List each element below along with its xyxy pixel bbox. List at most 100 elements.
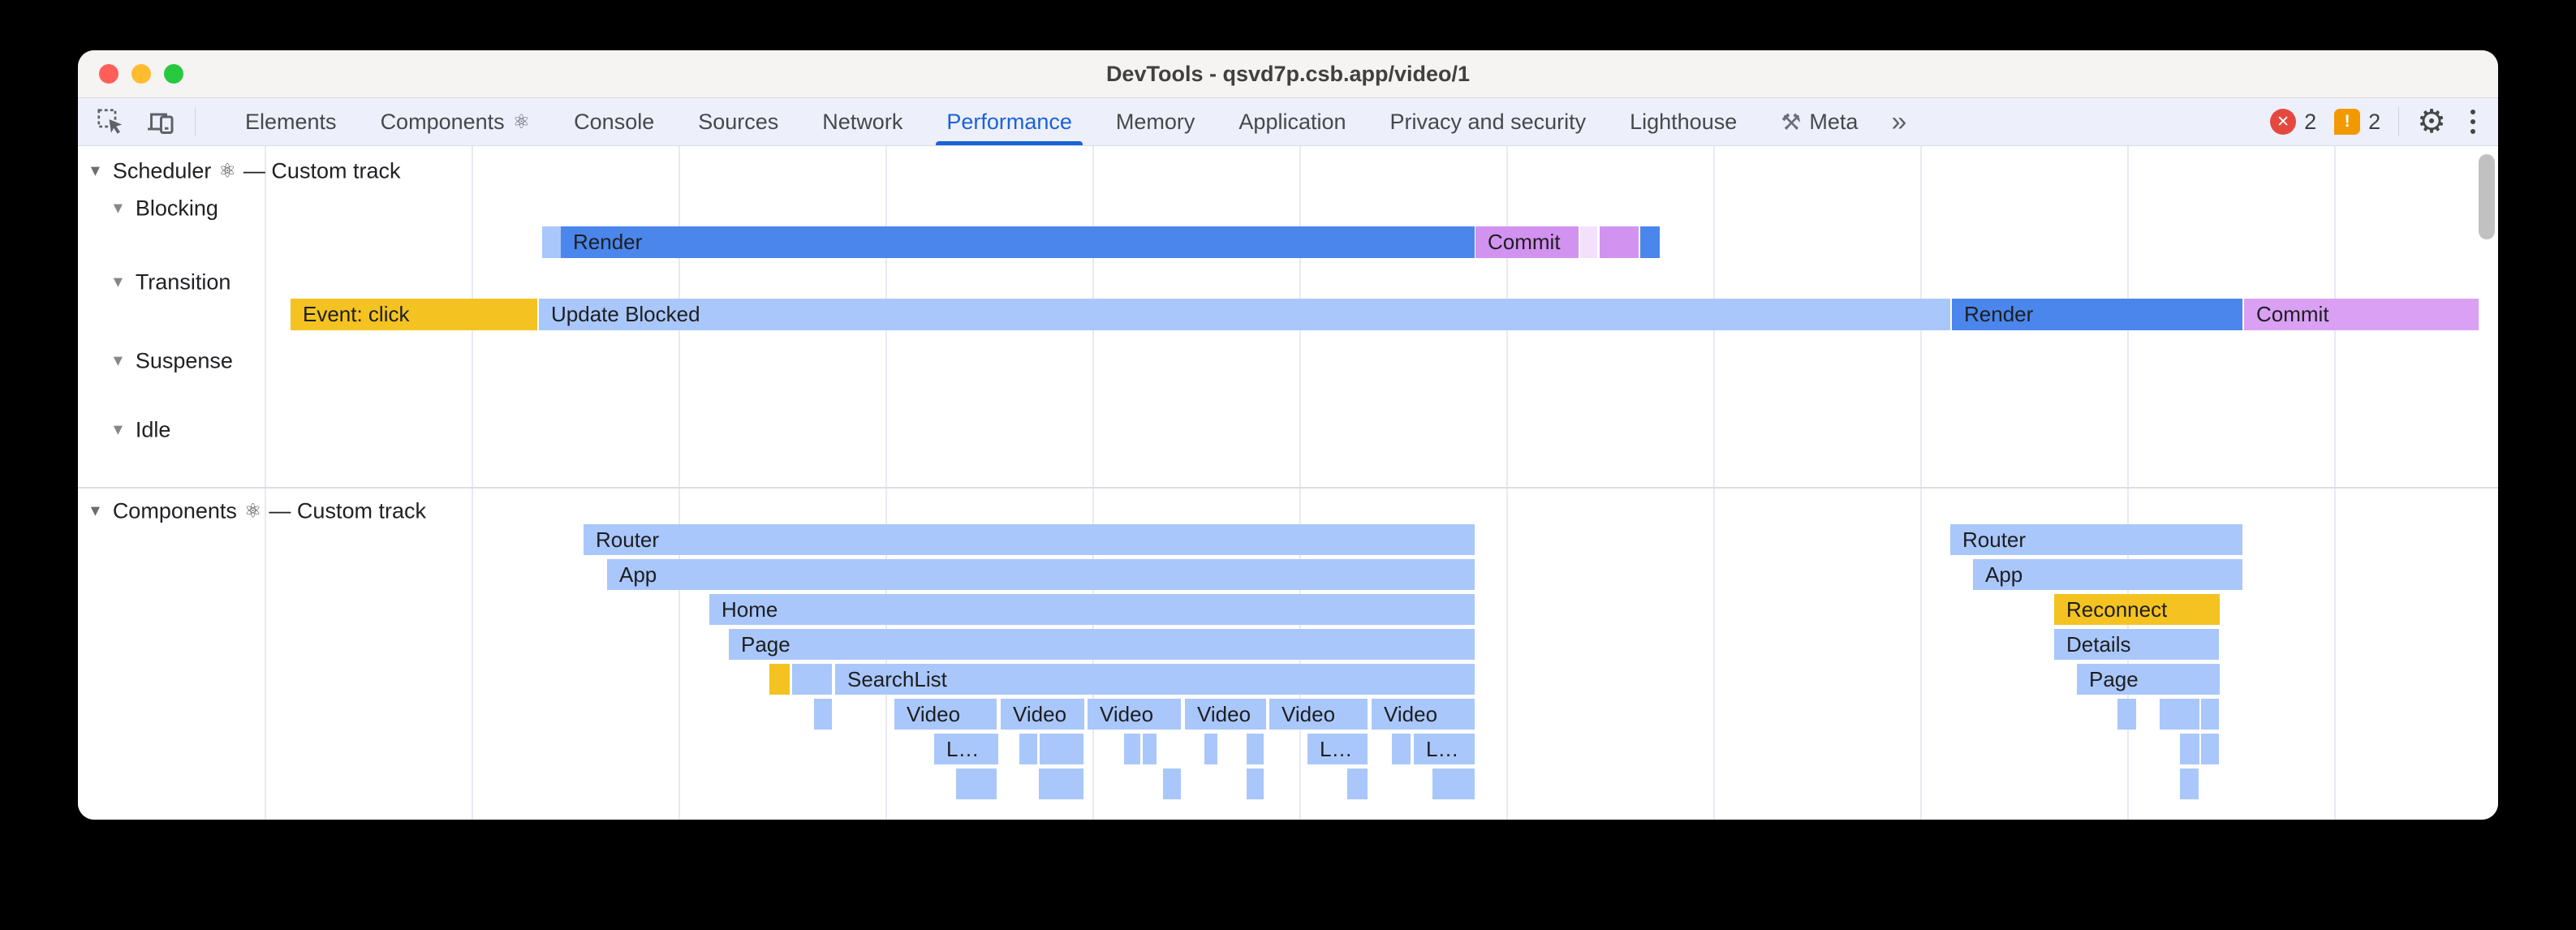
flame-bar[interactable] — [2160, 699, 2199, 730]
track-label-components[interactable]: ▼ Components ⚛ — Custom track — [88, 499, 426, 524]
tab-sources[interactable]: Sources — [676, 98, 800, 145]
console-warnings-badge[interactable]: ! 2 — [2334, 109, 2380, 135]
minimize-window-button[interactable] — [131, 64, 151, 84]
tab-console[interactable]: Console — [552, 98, 676, 145]
tab-label: Components — [380, 109, 505, 134]
flame-bar-update-blocked[interactable]: Update Blocked — [539, 299, 1950, 330]
tab-application[interactable]: Application — [1217, 98, 1368, 145]
flame-bar-event-click[interactable]: Event: click — [291, 299, 537, 330]
flame-bar-home[interactable]: Home — [709, 594, 1475, 625]
flame-bar-video[interactable]: Video — [1088, 699, 1181, 730]
settings-gear-icon[interactable]: ⚙ — [2417, 104, 2446, 140]
flame-bar-commit[interactable]: Commit — [2244, 299, 2479, 330]
flame-bar[interactable] — [1347, 769, 1368, 799]
track-label-scheduler[interactable]: ▼ Scheduler ⚛ — Custom track — [88, 159, 400, 184]
tab-performance[interactable]: Performance — [924, 98, 1094, 145]
flame-bar[interactable] — [1039, 769, 1083, 799]
flame-bar[interactable] — [2180, 769, 2199, 799]
tab-memory[interactable]: Memory — [1094, 98, 1217, 145]
flame-bar[interactable] — [1432, 769, 1475, 799]
flame-bar-render[interactable]: Render — [1952, 299, 2242, 330]
flame-bar-reconnect[interactable]: Reconnect — [2054, 594, 2220, 625]
collapse-triangle-icon[interactable]: ▼ — [110, 421, 126, 438]
track-label-idle[interactable]: ▼ Idle — [110, 418, 170, 443]
more-tabs-button[interactable]: » — [1891, 105, 1907, 137]
tab-components[interactable]: Components ⚛ — [359, 98, 553, 145]
collapse-triangle-icon[interactable]: ▼ — [88, 162, 103, 179]
flame-bar-searchlist[interactable]: SearchList — [835, 664, 1475, 695]
flame-bar[interactable] — [1204, 734, 1217, 764]
flame-bar[interactable] — [956, 769, 997, 799]
flame-bar-label: Video — [907, 701, 961, 726]
flame-bar-video[interactable]: Video — [1001, 699, 1084, 730]
toolbar-separator — [195, 107, 196, 136]
flame-bar[interactable] — [542, 226, 561, 258]
flame-bar-video[interactable]: Video — [1185, 699, 1266, 730]
flame-bar-l[interactable]: L… — [1307, 734, 1368, 764]
tab-label: Console — [574, 109, 655, 134]
tab-lighthouse[interactable]: Lighthouse — [1608, 98, 1759, 145]
flame-bar-details[interactable]: Details — [2054, 629, 2219, 660]
flame-bar[interactable] — [1640, 226, 1660, 258]
device-toolbar-icon[interactable] — [144, 107, 175, 136]
flame-bar-l[interactable]: L… — [1414, 734, 1475, 764]
flame-bar[interactable] — [792, 664, 832, 695]
flame-bar-page[interactable]: Page — [729, 629, 1475, 660]
more-options-icon[interactable] — [2464, 106, 2482, 137]
flame-bar[interactable] — [1392, 734, 1411, 764]
collapse-triangle-icon[interactable]: ▼ — [110, 273, 126, 291]
flame-bar[interactable] — [1040, 734, 1083, 764]
collapse-triangle-icon[interactable]: ▼ — [88, 502, 103, 519]
track-label-transition[interactable]: ▼ Transition — [110, 270, 230, 295]
track-label-suffix: — Custom track — [269, 498, 426, 523]
flame-bar-l[interactable]: L… — [934, 734, 998, 764]
zoom-window-button[interactable] — [164, 64, 183, 84]
tab-elements[interactable]: Elements — [223, 98, 359, 145]
flame-bar-video[interactable]: Video — [1269, 699, 1368, 730]
devtools-window: DevTools - qsvd7p.csb.app/video/1 Elemen… — [78, 50, 2498, 820]
warning-icon: ! — [2334, 109, 2361, 135]
flame-bar[interactable] — [2180, 734, 2199, 764]
console-errors-badge[interactable]: ✕ 2 — [2270, 109, 2316, 135]
inspect-element-icon[interactable] — [96, 107, 125, 136]
flame-bar[interactable] — [814, 699, 832, 730]
flame-bar-render[interactable]: Render — [561, 226, 1475, 258]
flame-bar-page[interactable]: Page — [2077, 664, 2220, 695]
flame-bar-video[interactable]: Video — [894, 699, 997, 730]
flame-bar-commit[interactable]: Commit — [1475, 226, 1579, 258]
flame-bar[interactable] — [1600, 226, 1639, 258]
tab-meta[interactable]: ⚒ Meta — [1759, 98, 1880, 145]
tab-network[interactable]: Network — [800, 98, 924, 145]
flame-bar-router[interactable]: Router — [1950, 524, 2242, 555]
track-label-suspense[interactable]: ▼ Suspense — [110, 349, 233, 374]
track-label-text: Blocking — [135, 196, 218, 221]
flame-bar-video[interactable]: Video — [1372, 699, 1475, 730]
close-window-button[interactable] — [99, 64, 118, 84]
collapse-triangle-icon[interactable]: ▼ — [110, 200, 126, 217]
vertical-scrollbar-thumb[interactable] — [2479, 154, 2495, 239]
flame-bar[interactable] — [769, 664, 790, 695]
flame-bar-app[interactable]: App — [607, 559, 1475, 590]
tab-privacy-and-security[interactable]: Privacy and security — [1368, 98, 1609, 145]
flame-bar-app[interactable]: App — [1973, 559, 2242, 590]
flame-bar[interactable] — [1143, 734, 1157, 764]
flame-bar[interactable] — [1163, 769, 1181, 799]
flame-bar[interactable] — [1247, 769, 1264, 799]
track-label-blocking[interactable]: ▼ Blocking — [110, 196, 218, 222]
tab-label: Application — [1238, 109, 1346, 134]
flame-bar-label: Video — [1384, 701, 1438, 726]
flame-bar[interactable] — [1019, 734, 1037, 764]
track-label-text: Suspense — [135, 348, 233, 373]
gridline — [2334, 146, 2336, 820]
flame-bar[interactable] — [1580, 226, 1597, 258]
flame-bar[interactable] — [2117, 699, 2136, 730]
flame-bar[interactable] — [2201, 699, 2219, 730]
flame-bar[interactable] — [1124, 734, 1140, 764]
gridline — [1092, 146, 1094, 820]
collapse-triangle-icon[interactable]: ▼ — [110, 352, 126, 369]
flame-bar[interactable] — [1247, 734, 1264, 764]
flame-bar-router[interactable]: Router — [584, 524, 1475, 555]
flame-bar[interactable] — [2201, 734, 2219, 764]
performance-flamechart[interactable]: Render Commit Event: click Update Blocked Re… — [78, 146, 2498, 820]
flame-bar-label: L… — [946, 736, 980, 761]
